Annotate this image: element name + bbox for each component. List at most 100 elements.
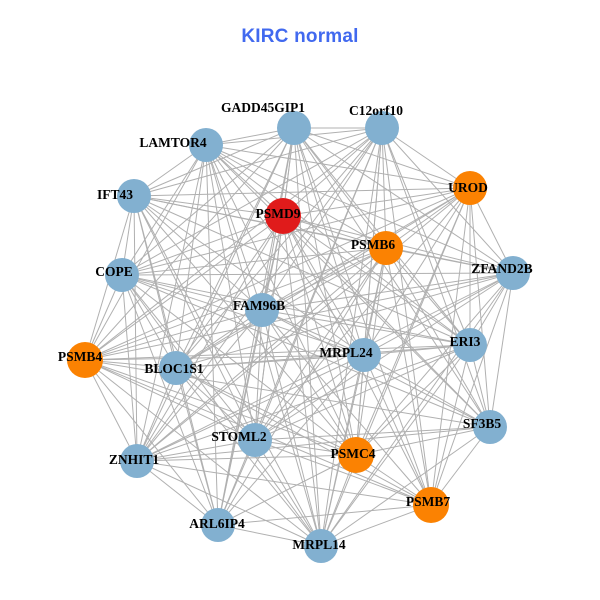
edge: [133, 127, 383, 197]
edge: [254, 354, 365, 441]
node-stoml2[interactable]: [238, 423, 272, 457]
edge: [84, 144, 207, 361]
edge: [84, 127, 383, 361]
node-psmd9[interactable]: [265, 198, 301, 234]
edge: [261, 309, 471, 346]
edge: [254, 426, 491, 441]
edge: [381, 127, 491, 428]
edge: [282, 215, 471, 346]
node-arl6ip4[interactable]: [201, 508, 235, 542]
edge: [282, 215, 491, 428]
edge: [254, 309, 263, 441]
edge: [282, 215, 365, 356]
node-znhit1[interactable]: [120, 444, 154, 478]
edge: [175, 367, 432, 506]
edge: [121, 187, 471, 276]
edge: [363, 344, 471, 356]
edge: [293, 127, 514, 274]
edge: [261, 309, 365, 356]
edge: [121, 272, 514, 276]
node-zfand2b[interactable]: [496, 256, 530, 290]
edge: [355, 272, 514, 456]
edge: [363, 272, 514, 356]
edge: [254, 344, 471, 441]
edge: [430, 272, 514, 506]
edge: [217, 504, 432, 526]
edge: [293, 127, 357, 456]
edge: [320, 426, 491, 547]
edge: [363, 354, 432, 506]
edge: [430, 344, 471, 506]
edge: [205, 144, 322, 547]
node-psmb6[interactable]: [369, 231, 403, 265]
edge: [261, 309, 357, 456]
edge: [175, 344, 471, 369]
edge: [84, 359, 491, 428]
node-fam96b[interactable]: [245, 293, 279, 327]
edge: [175, 247, 387, 369]
edge: [121, 274, 138, 462]
node-eri3[interactable]: [453, 328, 487, 362]
edge: [136, 187, 471, 462]
edge: [363, 354, 491, 428]
node-lamtor4[interactable]: [189, 128, 223, 162]
edge: [282, 215, 322, 547]
edge: [175, 127, 295, 369]
edge: [84, 344, 471, 361]
edge: [217, 454, 357, 526]
edge: [136, 247, 387, 462]
edge: [254, 187, 471, 441]
edge: [121, 215, 284, 276]
edge: [136, 354, 365, 462]
edge: [84, 359, 219, 526]
node-bloc1s1[interactable]: [159, 351, 193, 385]
edge: [254, 215, 284, 441]
edge: [385, 247, 514, 274]
edge: [84, 359, 357, 456]
edge: [133, 195, 322, 547]
edge: [205, 144, 471, 346]
edge: [121, 127, 383, 276]
edge: [261, 247, 387, 311]
edge: [205, 144, 491, 428]
edge: [136, 309, 263, 462]
node-psmb7[interactable]: [413, 487, 449, 523]
edge: [84, 247, 387, 361]
node-ift43[interactable]: [117, 179, 151, 213]
edge: [136, 426, 491, 462]
edge: [175, 187, 471, 369]
node-sf3b5[interactable]: [473, 410, 507, 444]
edge: [175, 367, 322, 547]
edge: [136, 272, 514, 462]
node-c12orf10[interactable]: [365, 111, 399, 145]
node-mrpl24[interactable]: [347, 338, 381, 372]
edge: [381, 127, 387, 249]
edge: [136, 127, 295, 462]
node-psmc4[interactable]: [338, 437, 374, 473]
edge: [217, 247, 387, 526]
edge: [175, 367, 219, 526]
page-title: KIRC normal: [241, 26, 359, 47]
edge: [469, 187, 491, 428]
node-gadd45gip1[interactable]: [277, 111, 311, 145]
edge: [175, 215, 284, 369]
node-cope[interactable]: [105, 258, 139, 292]
edge: [133, 195, 138, 462]
edge: [205, 144, 365, 356]
edge: [175, 272, 514, 369]
edge: [133, 195, 365, 356]
edge: [320, 504, 432, 547]
node-urod[interactable]: [453, 171, 487, 205]
edge: [217, 354, 365, 526]
edge: [355, 426, 491, 456]
edge: [84, 359, 256, 441]
edge: [136, 454, 357, 462]
edge: [84, 309, 263, 361]
node-mrpl14[interactable]: [304, 529, 338, 563]
edge: [133, 195, 284, 217]
edge: [261, 187, 471, 311]
node-psmb4[interactable]: [67, 342, 103, 378]
edge: [489, 272, 514, 428]
edge: [136, 344, 471, 462]
